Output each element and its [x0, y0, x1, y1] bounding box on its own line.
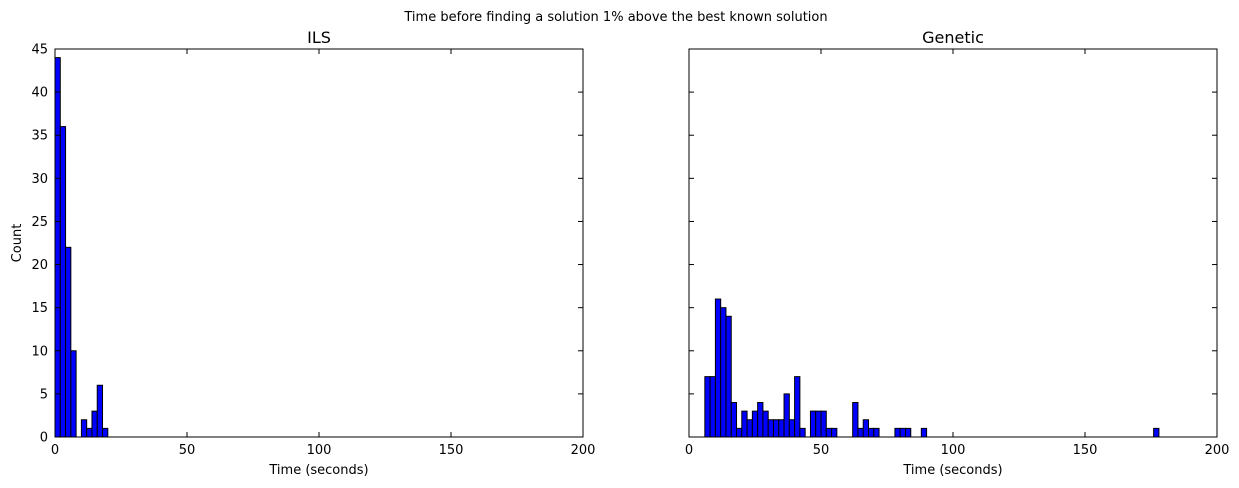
histogram-bar — [1153, 427, 1160, 438]
histogram-bar — [102, 427, 109, 438]
histogram-bar — [862, 419, 870, 438]
histogram-bar — [714, 298, 722, 438]
histogram-bar — [799, 427, 806, 438]
histogram-bar — [809, 410, 817, 438]
axes-frame — [54, 48, 584, 438]
histogram-bar — [91, 410, 98, 438]
x-tick-label: 200 — [571, 443, 596, 458]
histogram-bar — [65, 246, 72, 438]
histogram-bar — [59, 126, 67, 438]
histogram-bar — [730, 402, 738, 438]
x-axis-label: Time (seconds) — [902, 463, 1002, 478]
y-axis-label: Count — [10, 224, 25, 263]
histogram-bar — [736, 427, 743, 438]
y-tick-label: 30 — [31, 172, 48, 187]
histogram-bar — [852, 402, 859, 438]
x-tick-label: 100 — [941, 443, 966, 458]
y-tick-label: 35 — [31, 129, 48, 144]
y-tick-label: 40 — [31, 86, 48, 101]
histogram-bar — [96, 384, 104, 438]
histogram-bar — [709, 376, 716, 438]
y-tick-label: 10 — [31, 344, 48, 359]
histogram-bar — [725, 315, 732, 438]
histogram-bar — [820, 410, 827, 438]
histogram-bar — [704, 376, 711, 438]
bars — [704, 298, 1160, 438]
histogram-bar — [873, 427, 880, 438]
histogram-bar — [783, 393, 790, 438]
y-tick-label: 20 — [31, 258, 48, 273]
histogram-bar — [746, 419, 753, 438]
x-axis-label: Time (seconds) — [268, 463, 368, 478]
histogram-bar — [778, 419, 785, 438]
histogram-bar — [767, 419, 774, 438]
panel-title: Genetic — [922, 28, 984, 47]
x-tick-label: 150 — [439, 443, 464, 458]
histogram-bar — [815, 410, 822, 438]
histogram-bar — [857, 427, 864, 438]
x-tick-label: 100 — [307, 443, 332, 458]
y-tick-label: 0 — [40, 431, 48, 446]
x-tick-label: 50 — [179, 443, 196, 458]
histogram-bar — [70, 350, 77, 438]
histogram-bar — [904, 427, 912, 438]
y-tick-label: 5 — [40, 387, 48, 402]
y-tick-label: 45 — [31, 43, 48, 58]
figure-suptitle: Time before finding a solution 1% above … — [403, 10, 827, 25]
x-tick-label: 0 — [51, 443, 59, 458]
histogram-bar — [794, 376, 801, 438]
panel-ils: 0 50 100 150 200 0 5 10 15 20 25 30 35 40 45 ILS Time (s… — [10, 28, 595, 478]
histogram-bar — [831, 427, 838, 438]
histogram-bar — [920, 427, 928, 438]
histogram-bar — [868, 427, 875, 438]
y-tick-label: 15 — [31, 301, 48, 316]
histogram-bar — [772, 419, 780, 438]
histogram-bar — [899, 427, 906, 438]
histogram-bar — [825, 427, 833, 438]
ticks: 0 50 100 150 200 — [685, 48, 1230, 458]
histogram-bar — [788, 419, 796, 438]
y-tick-label: 25 — [31, 215, 48, 230]
x-tick-label: 150 — [1073, 443, 1098, 458]
histogram-bar — [741, 410, 748, 438]
histogram-bar — [720, 307, 727, 438]
histogram-bar — [54, 57, 61, 438]
histogram-bar — [894, 427, 901, 438]
bars — [54, 57, 109, 438]
panel-genetic: 0 50 100 150 200 Genetic Time (seconds) — [685, 28, 1230, 478]
x-tick-label: 50 — [813, 443, 830, 458]
histogram-bar — [86, 427, 93, 438]
ticks: 0 50 100 150 200 0 5 10 15 20 25 30 35 40 45 — [31, 43, 595, 459]
x-tick-label: 0 — [685, 443, 693, 458]
histogram-bar — [80, 419, 88, 438]
histogram-bar — [757, 402, 764, 438]
histogram-bar — [762, 410, 769, 438]
x-tick-label: 200 — [1205, 443, 1230, 458]
axes-frame — [688, 48, 1218, 438]
panel-title: ILS — [307, 28, 331, 47]
histogram-bar — [751, 410, 759, 438]
